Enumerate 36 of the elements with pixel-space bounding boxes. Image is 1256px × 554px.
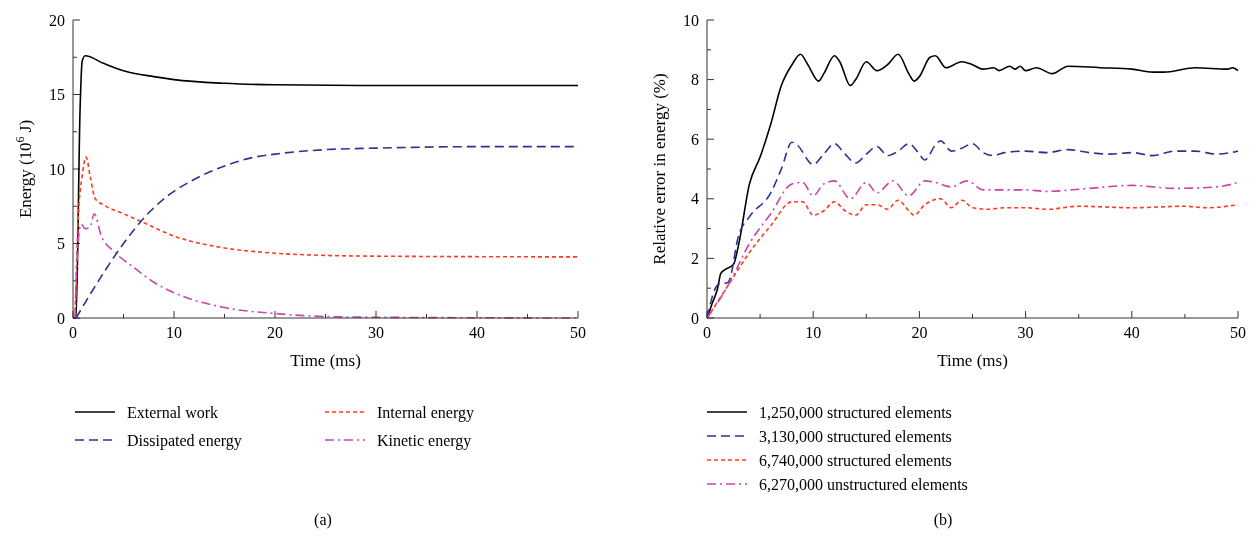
y-tick-label: 2 <box>691 250 699 267</box>
legend-label: Dissipated energy <box>127 431 242 450</box>
x-tick-label: 30 <box>368 324 384 341</box>
legend-label: External work <box>127 403 219 421</box>
y-tick-label: 5 <box>57 235 65 253</box>
y-tick-label: 4 <box>691 190 699 208</box>
x-axis-title: Time (ms) <box>937 351 1008 370</box>
y-tick-label: 0 <box>691 309 699 327</box>
y-tick-label: 15 <box>49 86 65 104</box>
x-tick-label: 50 <box>570 324 586 341</box>
x-tick-label: 20 <box>911 324 928 341</box>
y-axis-title: Relative error in energy (%) <box>650 73 669 265</box>
legend-label: 6,740,000 structured elements <box>759 451 952 469</box>
legend-label: Kinetic energy <box>377 431 472 450</box>
legend-label: 6,270,000 unstructured elements <box>759 475 968 493</box>
x-tick-label: 30 <box>1017 324 1034 341</box>
y-tick-label: 10 <box>49 160 65 178</box>
text: (a) <box>314 511 332 529</box>
x-tick-label: 50 <box>1230 324 1246 341</box>
text: (b) <box>933 511 953 529</box>
x-tick-label: 40 <box>469 324 485 341</box>
legend-label: 1,250,000 structured elements <box>759 403 952 421</box>
y-tick-label: 6 <box>691 130 699 148</box>
y-tick-label: 20 <box>49 11 65 29</box>
x-axis-title: Time (ms) <box>290 351 361 370</box>
x-tick-label: 10 <box>166 324 182 341</box>
y-tick-label: 0 <box>57 309 65 327</box>
y-tick-label: 10 <box>683 11 699 29</box>
x-tick-label: 20 <box>267 324 283 341</box>
x-tick-label: 0 <box>69 324 77 341</box>
legend-label: Internal energy <box>377 403 474 422</box>
y-tick-label: 8 <box>691 71 699 89</box>
x-tick-label: 40 <box>1123 324 1140 341</box>
x-tick-label: 0 <box>703 324 711 341</box>
legend-label: 3,130,000 structured elements <box>759 427 952 445</box>
x-tick-label: 10 <box>805 324 822 341</box>
